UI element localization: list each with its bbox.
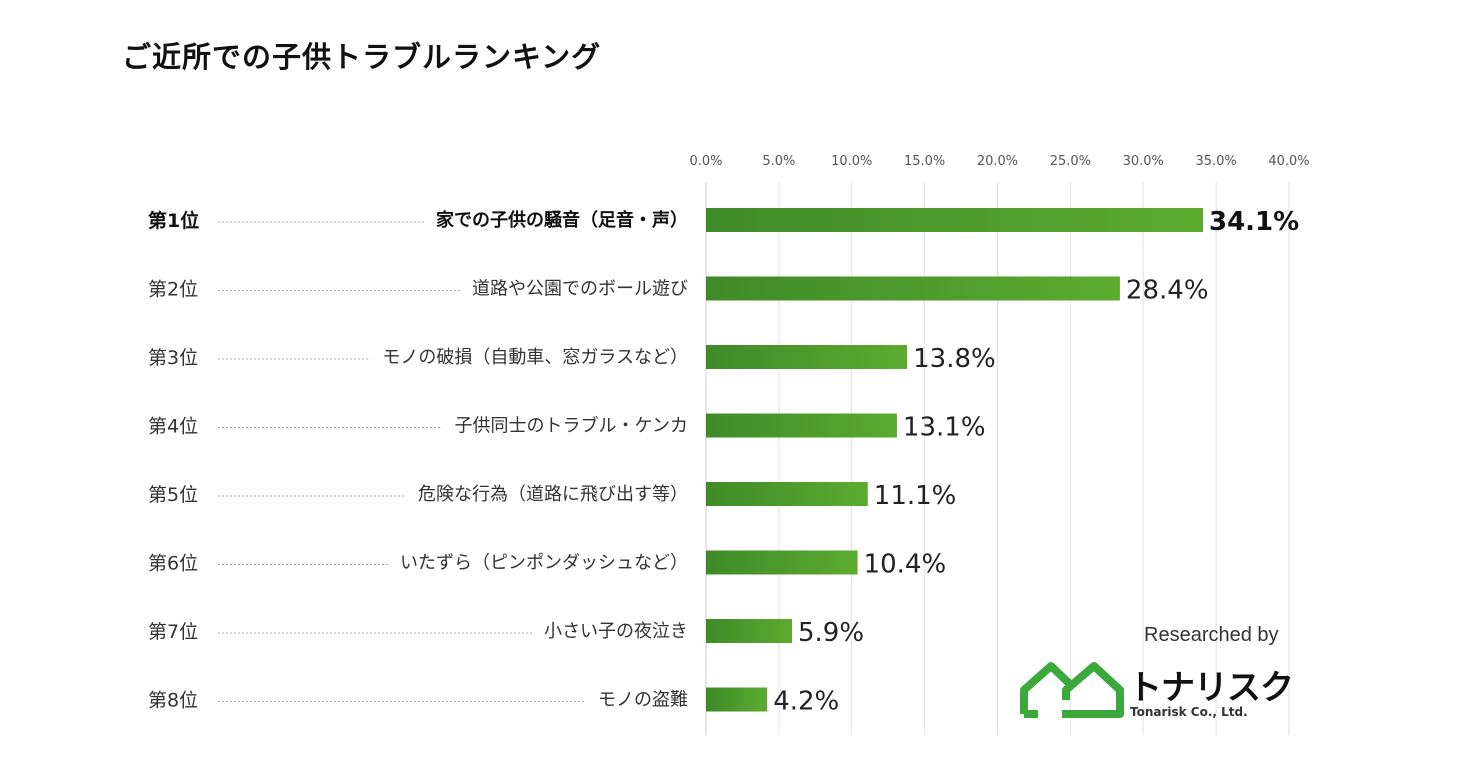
bar (706, 208, 1204, 232)
category-label: モノの破損（自動車、窓ガラスなど） (382, 347, 688, 368)
rank-label: 第3位 (148, 347, 198, 369)
x-tick-label: 0.0% (689, 154, 722, 169)
value-label: 10.4% (864, 550, 947, 580)
category-label: 子供同士のトラブル・ケンカ (455, 415, 688, 437)
value-label: 5.9% (798, 618, 864, 648)
x-tick-label: 30.0% (1123, 154, 1164, 169)
rank-label: 第1位 (148, 209, 199, 232)
category-label: モノの盗難 (598, 690, 688, 711)
bar (706, 413, 897, 438)
value-label: 13.8% (913, 344, 996, 374)
bar (706, 687, 768, 712)
rank-label: 第6位 (148, 553, 198, 575)
logo-icon (1020, 662, 1124, 718)
page-title: ご近所での子供トラブルランキング (122, 40, 602, 74)
rank-label: 第4位 (148, 416, 198, 438)
rank-label: 第5位 (148, 484, 198, 506)
value-label: 13.1% (903, 413, 986, 443)
x-tick-label: 35.0% (1195, 154, 1236, 169)
bar (706, 550, 858, 575)
x-tick-label: 15.0% (904, 154, 945, 169)
x-tick-label: 40.0% (1268, 154, 1309, 169)
category-label: いたずら（ピンポンダッシュなど） (400, 553, 688, 574)
brand-english-name: Tonarisk Co., Ltd. (1130, 705, 1248, 719)
value-label: 11.1% (874, 481, 957, 511)
researched-by-label: Researched by (1144, 624, 1279, 646)
value-label: 34.1% (1209, 207, 1299, 237)
category-label: 家での子供の騒音（足音・声） (436, 209, 688, 231)
bar (706, 482, 868, 506)
x-tick-label: 20.0% (977, 154, 1018, 169)
bar (706, 345, 908, 369)
bar (706, 619, 792, 643)
rank-label: 第2位 (148, 279, 198, 301)
x-tick-label: 10.0% (831, 154, 872, 169)
value-label: 28.4% (1126, 276, 1209, 306)
category-label: 危険な行為（道路に飛び出す等） (418, 484, 688, 505)
x-tick-label: 25.0% (1050, 154, 1091, 169)
brand-logo-text: トナリスク (1128, 668, 1294, 708)
x-tick-label: 5.0% (762, 154, 795, 169)
category-label: 道路や公園でのボール遊び (472, 279, 688, 300)
category-label: 小さい子の夜泣き (544, 621, 688, 642)
rank-label: 第7位 (148, 621, 198, 643)
rank-label: 第8位 (148, 690, 198, 712)
value-label: 4.2% (773, 687, 839, 717)
bar (706, 276, 1120, 301)
